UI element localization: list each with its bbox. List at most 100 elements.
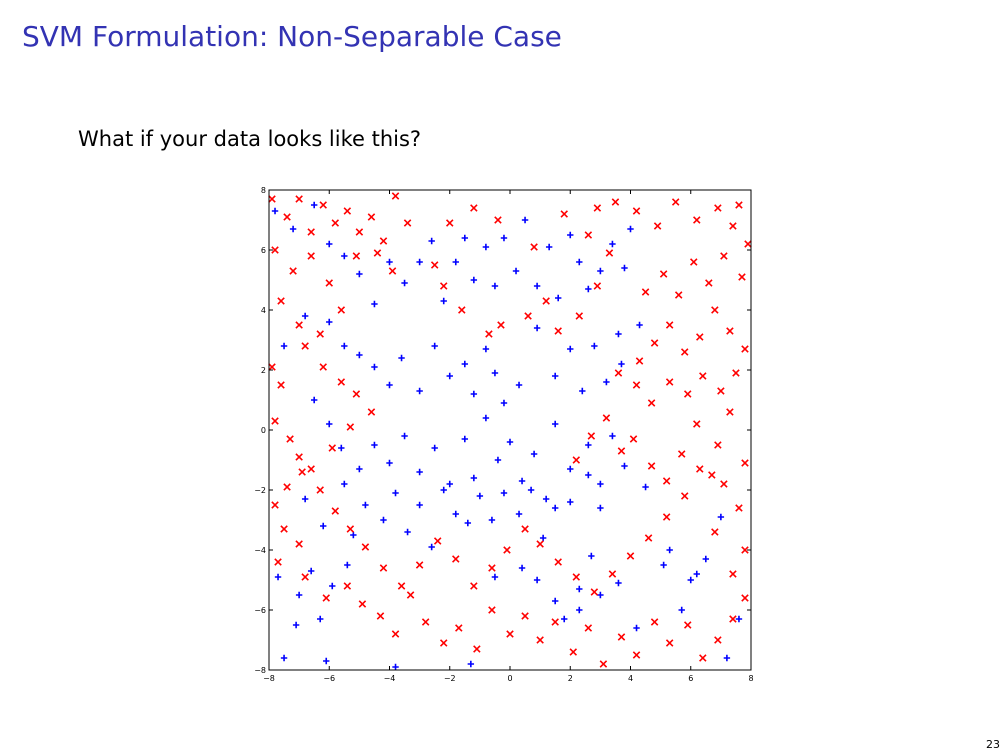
x-marker — [316, 486, 324, 494]
plus-marker — [603, 378, 610, 386]
x-marker — [593, 204, 602, 212]
plus-marker — [693, 570, 700, 578]
plus-marker — [615, 579, 622, 587]
plus-marker — [392, 663, 399, 671]
plus-marker — [482, 243, 490, 251]
plus-marker — [533, 324, 541, 332]
plus-marker — [386, 258, 393, 266]
plus-marker — [482, 345, 490, 353]
x-marker — [693, 420, 701, 428]
plus-marker — [470, 474, 478, 482]
y-tick-label: −2 — [254, 486, 266, 495]
x-marker — [683, 390, 692, 398]
plus-marker — [494, 456, 502, 464]
plus-marker — [341, 252, 348, 260]
plus-marker — [323, 657, 330, 665]
x-marker — [268, 363, 276, 371]
x-marker — [732, 369, 740, 377]
plus-marker — [527, 486, 535, 494]
plus-marker — [597, 480, 604, 488]
x-marker — [524, 312, 532, 320]
plus-marker — [588, 552, 595, 560]
plus-marker — [271, 207, 279, 215]
plus-marker — [416, 468, 423, 476]
plus-marker — [488, 516, 496, 524]
plus-marker — [416, 387, 423, 395]
plus-marker — [567, 345, 574, 353]
x-marker — [301, 573, 309, 581]
x-marker — [503, 546, 511, 554]
x-marker — [659, 270, 668, 278]
plus-marker — [551, 504, 559, 512]
x-marker — [744, 240, 752, 248]
plus-marker — [310, 201, 318, 209]
plus-marker — [326, 420, 333, 428]
x-marker — [632, 381, 641, 389]
x-marker — [729, 222, 737, 230]
plus-marker — [491, 369, 499, 377]
x-marker — [322, 594, 331, 602]
x-marker — [376, 612, 385, 620]
x-marker — [629, 435, 638, 443]
plus-marker — [515, 510, 523, 518]
plus-marker — [476, 492, 484, 500]
y-tick-label: 2 — [261, 366, 266, 375]
plus-marker — [576, 606, 583, 614]
x-marker — [439, 639, 448, 647]
plot-frame — [268, 189, 752, 671]
x-marker — [665, 378, 674, 386]
x-marker — [699, 372, 707, 380]
x-marker — [325, 279, 334, 287]
x-marker — [551, 618, 559, 626]
x-marker — [587, 432, 596, 440]
slide-question: What if your data looks like this? — [78, 127, 422, 151]
x-marker — [307, 228, 315, 236]
x-marker — [331, 219, 340, 227]
x-marker — [536, 636, 544, 644]
y-tick-label: −8 — [254, 666, 266, 675]
x-marker — [470, 582, 478, 590]
plus-marker — [280, 654, 288, 662]
plus-marker — [431, 342, 438, 350]
plus-marker — [642, 483, 649, 491]
plus-marker — [567, 498, 574, 506]
plus-marker — [404, 528, 411, 536]
x-marker — [671, 198, 680, 206]
plus-marker — [615, 330, 622, 338]
x-marker — [307, 252, 315, 260]
x-marker — [680, 348, 689, 356]
plus-marker — [380, 516, 387, 524]
x-marker — [473, 645, 481, 653]
plus-marker — [350, 531, 357, 539]
x-marker — [714, 441, 722, 449]
plus-marker — [551, 372, 559, 380]
plus-marker — [301, 312, 309, 320]
plus-marker — [356, 270, 363, 278]
plus-marker — [371, 363, 378, 371]
x-marker — [705, 279, 713, 287]
plus-marker — [416, 501, 423, 509]
x-marker — [720, 480, 728, 488]
plus-marker — [506, 438, 514, 446]
plus-marker — [274, 573, 282, 581]
x-marker — [689, 258, 698, 266]
plus-marker — [585, 285, 592, 293]
plus-marker — [307, 567, 315, 575]
plus-marker — [621, 462, 628, 470]
x-marker — [346, 423, 355, 431]
x-marker — [741, 459, 749, 467]
x-marker — [433, 537, 442, 545]
plus-marker — [609, 432, 616, 440]
plus-marker — [512, 267, 520, 275]
x-marker — [626, 552, 635, 560]
plus-marker — [482, 414, 490, 422]
x-marker — [379, 237, 388, 245]
x-tick-label: −4 — [384, 674, 396, 683]
x-marker — [572, 456, 581, 464]
x-marker — [403, 219, 412, 227]
plus-marker — [518, 477, 526, 485]
plus-marker — [551, 597, 559, 605]
x-marker — [283, 483, 291, 491]
x-marker — [337, 378, 346, 386]
plus-marker — [467, 660, 475, 668]
